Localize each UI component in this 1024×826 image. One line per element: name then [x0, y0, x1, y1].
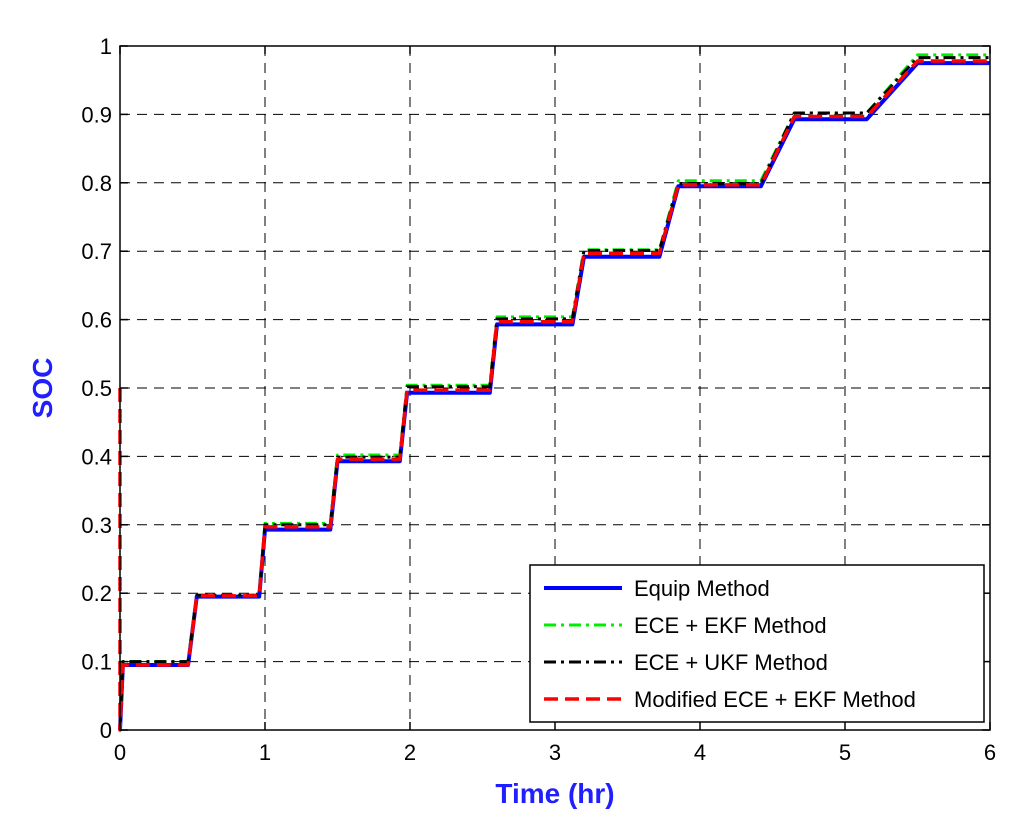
legend-label-4: Modified ECE + EKF Method	[634, 687, 916, 712]
y-tick-labels: 0 0.1 0.2 0.3 0.4 0.5 0.6 0.7 0.8 0.9 1	[81, 34, 112, 743]
y-tick-label: 0.8	[81, 171, 112, 196]
y-tick-label: 0.2	[81, 581, 112, 606]
legend-label-2: ECE + EKF Method	[634, 613, 827, 638]
legend: Equip Method ECE + EKF Method ECE + UKF Me…	[529, 564, 985, 723]
x-tick-label: 6	[984, 740, 996, 765]
x-tick-labels: 0 1 2 3 4 5 6	[114, 740, 996, 765]
x-tick-label: 2	[404, 740, 416, 765]
y-tick-label: 0.1	[81, 650, 112, 675]
x-tick-label: 4	[694, 740, 706, 765]
x-tick-label: 1	[259, 740, 271, 765]
legend-label-3: ECE + UKF Method	[634, 650, 828, 675]
y-tick-label: 0	[100, 718, 112, 743]
y-axis-title: SOC	[27, 358, 58, 419]
series-line-4	[118, 59, 990, 732]
series-lines	[118, 53, 990, 732]
y-tick-label: 0.7	[81, 239, 112, 264]
y-tick-label: 0.3	[81, 513, 112, 538]
legend-label-1: Equip Method	[634, 576, 770, 601]
y-tick-label: 1	[100, 34, 112, 59]
x-tick-label: 5	[839, 740, 851, 765]
x-axis-title: Time (hr)	[495, 778, 614, 809]
x-tick-label: 0	[114, 740, 126, 765]
y-tick-label: 0.4	[81, 444, 112, 469]
y-tick-label: 0.9	[81, 102, 112, 127]
x-tick-label: 3	[549, 740, 561, 765]
legend-box	[529, 564, 985, 723]
y-tick-label: 0.5	[81, 376, 112, 401]
y-tick-label: 0.6	[81, 308, 112, 333]
ticks	[119, 45, 991, 731]
